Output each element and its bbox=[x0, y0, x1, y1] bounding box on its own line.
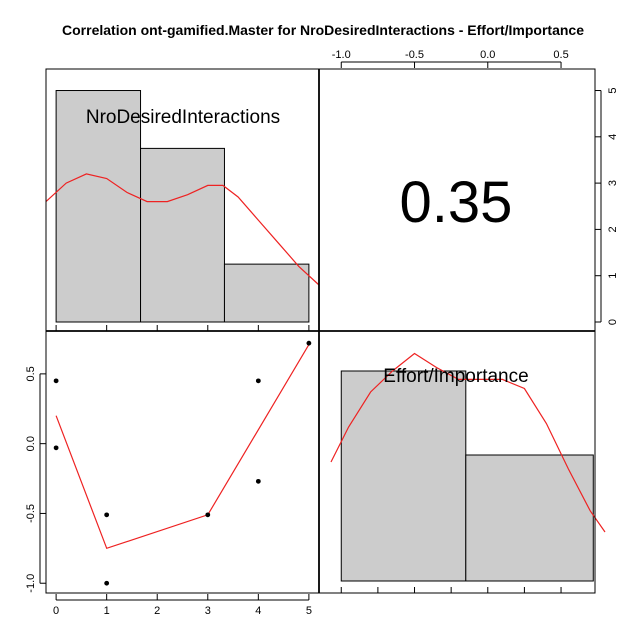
scatter-point bbox=[255, 478, 261, 484]
right-axis-tick-label: 2 bbox=[607, 226, 619, 232]
density-curve bbox=[46, 173, 319, 286]
histogram-bar bbox=[340, 370, 467, 582]
histogram-panel-nrodesiredinteractions: NroDesiredInteractions bbox=[46, 90, 319, 323]
top-axis-tick-label: 0.0 bbox=[480, 49, 495, 61]
left-axis-tick-label: 0.0 bbox=[25, 436, 37, 451]
right-axis-tick-label: 5 bbox=[607, 87, 619, 93]
top-axis-tick-label: 0.5 bbox=[553, 49, 568, 61]
histogram-bar bbox=[55, 90, 142, 323]
bottom-axis-tick-label: 5 bbox=[306, 605, 312, 617]
chart-title: Correlation ont-gamified.Master for NroD… bbox=[62, 22, 584, 38]
correlation-value: 0.35 bbox=[400, 170, 513, 235]
bottom-axis-tick-label: 4 bbox=[255, 605, 261, 617]
scatter-point bbox=[104, 580, 110, 586]
right-axis-tick-label: 0 bbox=[607, 319, 619, 325]
left-axis-tick-label: 0.5 bbox=[25, 366, 37, 381]
histogram-panel-effort-importance: Effort/Importance bbox=[330, 352, 606, 582]
scatter-point bbox=[53, 378, 59, 384]
scatter-panel bbox=[53, 340, 312, 586]
scatter-point bbox=[205, 512, 211, 518]
scatter-point bbox=[306, 340, 312, 346]
scatter-point bbox=[255, 378, 261, 384]
variable-label-effort-importance: Effort/Importance bbox=[383, 366, 528, 387]
histogram-bar bbox=[140, 147, 225, 323]
bottom-axis-tick-label: 1 bbox=[104, 605, 110, 617]
scatter-point bbox=[104, 512, 110, 518]
bottom-axis-tick-label: 3 bbox=[205, 605, 211, 617]
correlation-panel: 0.35 bbox=[400, 170, 513, 235]
right-axis-tick-label: 1 bbox=[607, 273, 619, 279]
outer-axes: -1.0 -0.5 0.0 0.5 0 1 2 3 4 5 0 1 2 3 4 5 -1.0 -0.5 0.0 0.5 bbox=[25, 49, 619, 617]
bottom-axis-tick-label: 2 bbox=[154, 605, 160, 617]
scatter-point bbox=[53, 445, 59, 451]
density-curve bbox=[330, 352, 606, 533]
top-axis-tick-label: -1.0 bbox=[332, 49, 351, 61]
fit-line bbox=[55, 344, 310, 550]
top-axis-tick-label: -0.5 bbox=[405, 49, 424, 61]
panel-frame bbox=[45, 330, 320, 594]
left-axis-tick-label: -0.5 bbox=[25, 504, 37, 523]
right-axis-tick-label: 3 bbox=[607, 180, 619, 186]
left-axis-tick-label: -1.0 bbox=[25, 574, 37, 593]
variable-label-nrodesiredinteractions: NroDesiredInteractions bbox=[86, 107, 280, 128]
histogram-bar bbox=[223, 263, 310, 323]
bottom-axis-tick-label: 0 bbox=[53, 605, 59, 617]
histogram-bar bbox=[465, 454, 594, 582]
right-axis-tick-label: 4 bbox=[607, 134, 619, 140]
